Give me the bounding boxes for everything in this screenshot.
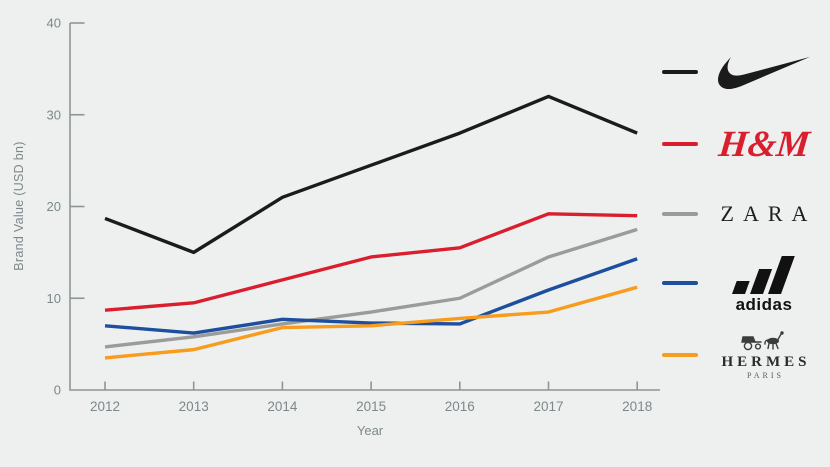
x-tick-label: 2014 [267, 399, 298, 414]
zara-logo-text: ZARA [720, 201, 817, 226]
y-tick-label: 30 [47, 107, 61, 122]
x-tick-label: 2016 [445, 399, 475, 414]
series-line-hermes [104, 285, 638, 360]
legend: H&M ZARA adidas [653, 0, 830, 467]
x-tick-label: 2018 [622, 399, 652, 414]
y-tick-label: 40 [47, 16, 61, 31]
adidas-line-swatch [662, 281, 698, 285]
y-axis-title: Brand Value (USD bn) [12, 141, 26, 271]
series-line-zara [104, 227, 638, 349]
x-tick-label: 2017 [533, 399, 563, 414]
hermes-paris-text: PARIS [747, 371, 784, 381]
y-tick-label: 10 [47, 291, 61, 306]
zara-line-swatch [662, 212, 698, 216]
nike-line-swatch [662, 70, 698, 74]
nike-swoosh-icon [718, 56, 810, 90]
legend-item-hm: H&M [653, 114, 830, 174]
series-line-hm [104, 212, 638, 312]
hm-logo-text: H&M [716, 123, 812, 165]
y-tick-label: 0 [54, 383, 61, 398]
adidas-logo-text: adidas [735, 294, 793, 314]
series-line-adidas [104, 257, 638, 335]
legend-item-adidas: adidas [653, 248, 830, 318]
hermes-carriage-icon [741, 331, 784, 351]
x-tick-label: 2013 [179, 399, 209, 414]
legend-item-hermes: HERMES PARIS [653, 320, 830, 390]
hermes-logo-text: HERMES [721, 354, 811, 371]
legend-item-nike [653, 42, 830, 102]
nike-logo-icon [698, 46, 830, 98]
hm-line-swatch [662, 142, 698, 146]
series-line-nike [104, 94, 638, 255]
x-tick-label: 2015 [356, 399, 386, 414]
hermes-line-swatch [662, 353, 698, 357]
y-tick-label: 20 [47, 199, 61, 214]
adidas-bars-icon [732, 255, 795, 294]
x-tick-label: 2012 [90, 399, 120, 414]
x-axis-title: Year [356, 423, 384, 438]
axes-lines [69, 23, 660, 391]
legend-item-zara: ZARA [653, 184, 830, 244]
